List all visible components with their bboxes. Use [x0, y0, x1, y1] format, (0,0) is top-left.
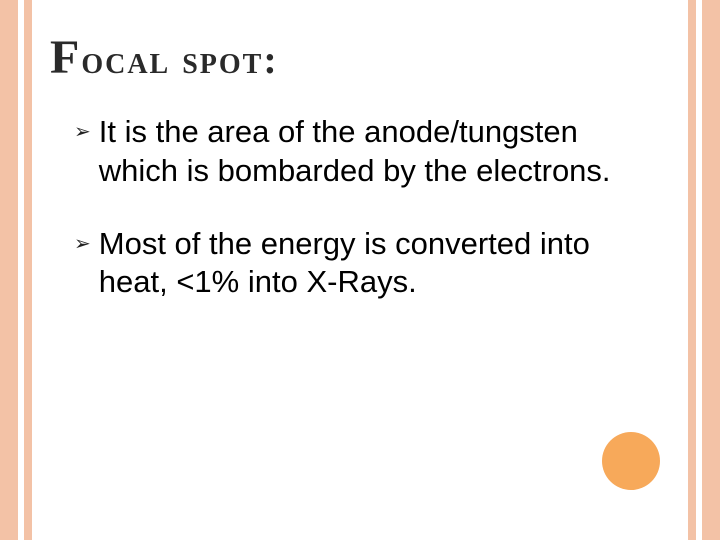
- slide-title: Focal spot:: [50, 30, 670, 85]
- bullet-text: It is the area of the anode/tungsten whi…: [99, 113, 660, 191]
- triangle-bullet-icon: ➢: [74, 225, 91, 263]
- triangle-bullet-icon: ➢: [74, 113, 91, 151]
- bullet-item: ➢ Most of the energy is converted into h…: [74, 225, 670, 303]
- accent-circle-icon: [602, 432, 660, 490]
- slide-content: Focal spot: ➢ It is the area of the anod…: [50, 30, 670, 510]
- bullet-item: ➢ It is the area of the anode/tungsten w…: [74, 113, 670, 191]
- bullet-text: Most of the energy is converted into hea…: [99, 225, 660, 303]
